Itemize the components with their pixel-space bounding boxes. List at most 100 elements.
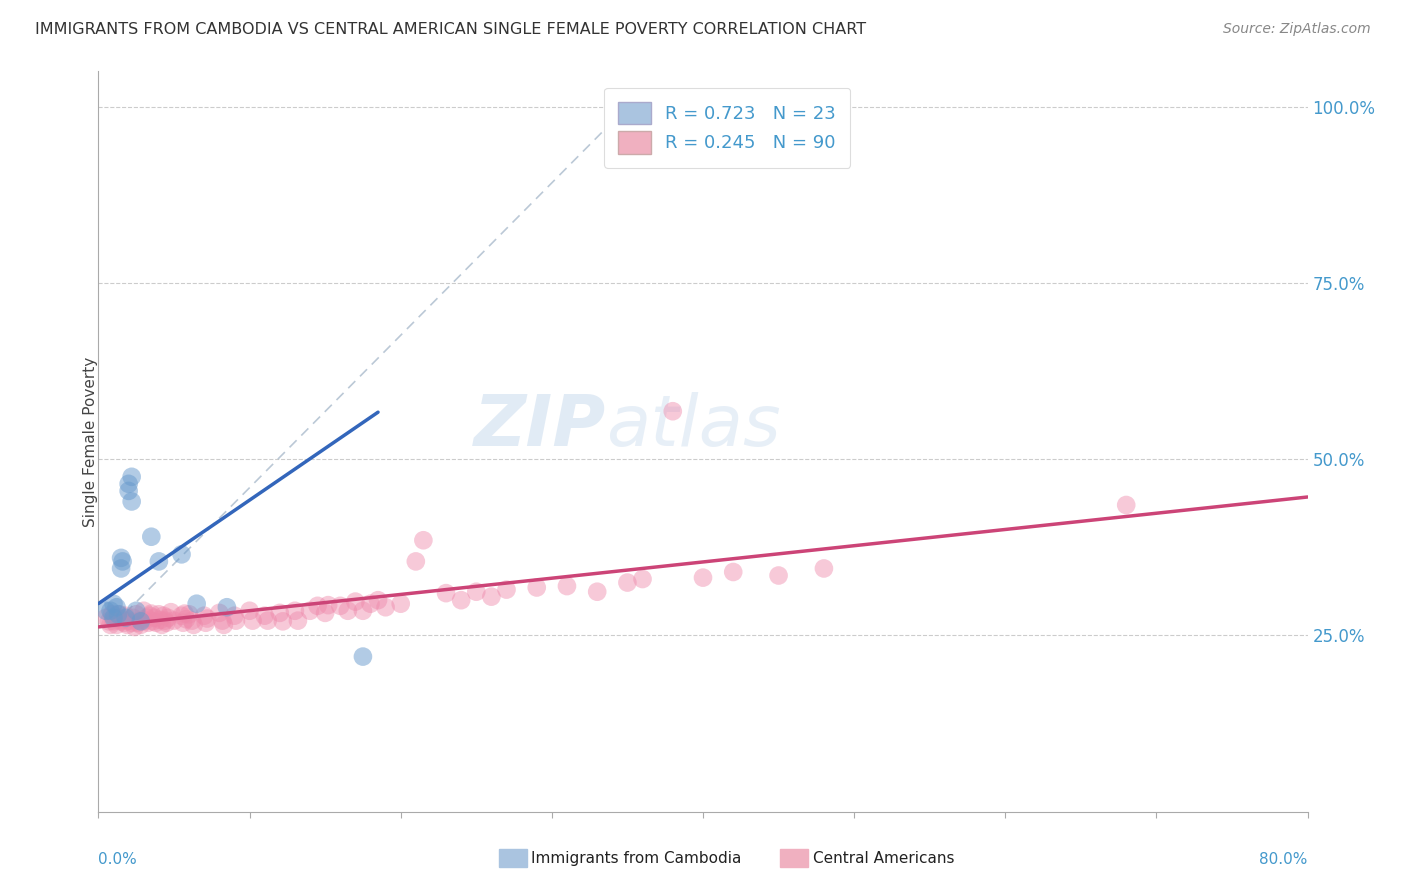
Point: [173, 607, 195, 621]
Point: [344, 594, 367, 608]
Point: [631, 572, 654, 586]
Point: [692, 571, 714, 585]
Point: [141, 607, 163, 621]
Point: [122, 611, 145, 625]
Point: [768, 568, 790, 582]
Point: [160, 605, 183, 619]
Point: [495, 582, 517, 597]
Text: 80.0%: 80.0%: [1260, 853, 1308, 867]
Point: [352, 604, 374, 618]
Point: [172, 615, 194, 630]
Point: [111, 554, 134, 568]
Point: [194, 615, 217, 630]
Point: [156, 611, 179, 625]
Point: [110, 615, 132, 629]
Point: [103, 615, 125, 629]
Point: [299, 604, 322, 618]
Point: [145, 615, 167, 630]
Point: [148, 554, 170, 568]
Point: [127, 615, 149, 630]
Point: [115, 618, 138, 632]
Point: [142, 615, 165, 629]
Point: [153, 614, 176, 628]
Point: [111, 613, 134, 627]
Point: [616, 575, 638, 590]
Point: [129, 618, 152, 632]
Point: [103, 597, 125, 611]
Point: [170, 608, 193, 623]
Point: [526, 581, 548, 595]
Point: [374, 600, 396, 615]
Point: [412, 533, 434, 548]
Point: [118, 614, 141, 628]
Point: [211, 614, 233, 628]
Point: [148, 607, 170, 622]
Point: [284, 604, 307, 618]
Point: [253, 608, 276, 623]
Point: [100, 604, 122, 618]
Point: [129, 615, 152, 629]
Point: [143, 611, 166, 625]
Point: [723, 565, 745, 579]
Text: ZIP: ZIP: [474, 392, 606, 461]
Point: [367, 593, 389, 607]
Point: [139, 608, 162, 623]
Point: [103, 611, 125, 625]
Point: [193, 608, 215, 623]
Point: [121, 615, 143, 630]
Point: [114, 608, 136, 623]
Point: [1115, 498, 1137, 512]
Point: [135, 611, 157, 625]
Point: [125, 607, 148, 622]
Point: [134, 614, 156, 628]
Point: [183, 618, 205, 632]
Point: [132, 604, 155, 618]
Point: [105, 618, 128, 632]
Point: [128, 614, 150, 628]
Point: [465, 584, 488, 599]
Point: [141, 530, 163, 544]
Point: [108, 607, 131, 622]
Point: [114, 611, 136, 625]
Point: [125, 604, 148, 618]
Point: [269, 606, 291, 620]
Point: [155, 615, 177, 630]
Point: [107, 607, 129, 622]
Point: [118, 483, 141, 498]
Point: [112, 615, 135, 630]
Point: [352, 649, 374, 664]
Point: [215, 600, 238, 615]
Point: [212, 618, 235, 632]
Point: [813, 561, 835, 575]
Point: [314, 606, 336, 620]
Point: [287, 614, 309, 628]
Point: [110, 561, 132, 575]
Point: [186, 597, 208, 611]
Point: [105, 600, 128, 615]
Point: [101, 607, 124, 622]
Point: [434, 586, 457, 600]
Point: [149, 613, 172, 627]
Point: [256, 614, 278, 628]
Point: [121, 470, 143, 484]
Point: [450, 593, 472, 607]
Point: [118, 476, 141, 491]
Point: [555, 579, 578, 593]
Text: IMMIGRANTS FROM CAMBODIA VS CENTRAL AMERICAN SINGLE FEMALE POVERTY CORRELATION C: IMMIGRANTS FROM CAMBODIA VS CENTRAL AMER…: [35, 22, 866, 37]
Text: 0.0%: 0.0%: [98, 853, 138, 867]
Point: [405, 554, 427, 568]
Point: [170, 547, 193, 561]
Point: [195, 611, 218, 625]
Point: [110, 550, 132, 565]
Text: Immigrants from Cambodia: Immigrants from Cambodia: [531, 851, 742, 865]
Text: Central Americans: Central Americans: [813, 851, 955, 865]
Point: [104, 611, 127, 625]
Point: [307, 599, 329, 613]
Point: [107, 611, 129, 625]
Point: [94, 611, 117, 625]
Point: [616, 100, 638, 114]
Point: [271, 615, 294, 629]
Point: [98, 615, 121, 629]
Point: [360, 597, 382, 611]
Legend: R = 0.723   N = 23, R = 0.245   N = 90: R = 0.723 N = 23, R = 0.245 N = 90: [605, 87, 851, 168]
